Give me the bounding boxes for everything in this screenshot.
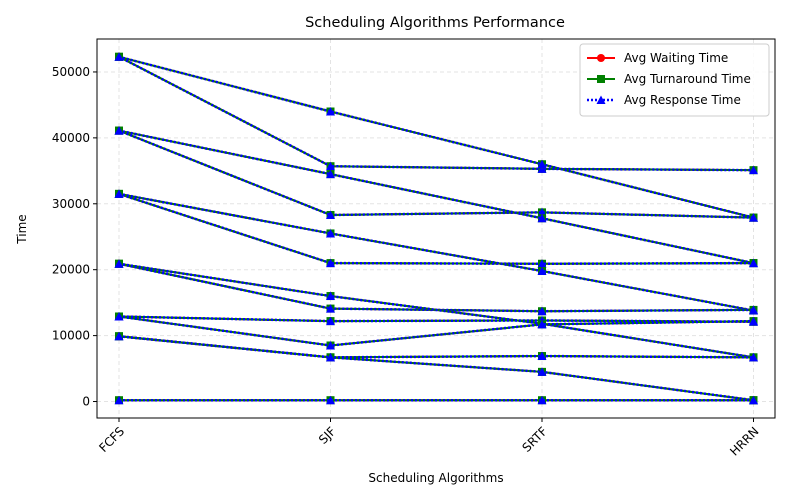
data-point (326, 210, 335, 219)
data-point (326, 352, 335, 362)
y-tick-label: 10000 (52, 329, 90, 343)
case-4 (114, 126, 758, 268)
case-12 (114, 331, 758, 405)
case-7 (114, 259, 758, 316)
data-point (537, 319, 547, 329)
data-point (749, 165, 758, 175)
series-line (118, 315, 754, 347)
series-line (118, 335, 754, 359)
data-point (114, 189, 124, 198)
data-point (537, 367, 547, 376)
series-line (118, 129, 754, 265)
x-tick-label: SJF (316, 424, 339, 447)
series-line (118, 192, 754, 266)
data-point (597, 54, 605, 62)
data-point (114, 331, 124, 341)
data-point (326, 228, 335, 238)
case-3 (114, 126, 758, 222)
series-line (118, 55, 754, 219)
series-line (118, 192, 754, 265)
case-5 (114, 189, 758, 268)
case-13 (114, 395, 758, 405)
y-tick-label: 0 (82, 395, 90, 409)
data-point (326, 107, 335, 116)
series-line (118, 129, 754, 219)
data-point (114, 259, 124, 268)
y-tick-label: 40000 (52, 131, 90, 145)
series-line (118, 335, 754, 402)
series-layer (114, 52, 758, 405)
data-point (537, 351, 547, 361)
y-tick-label: 50000 (52, 65, 90, 79)
legend-frame (579, 43, 770, 117)
series-line (118, 192, 754, 265)
data-point (596, 95, 606, 104)
series-line (118, 55, 754, 172)
data-point (114, 395, 124, 405)
legend-label: Avg Waiting Time (624, 51, 728, 65)
legend: Avg Waiting Time Avg Turnaround Time Avg R… (579, 43, 770, 117)
series-line (118, 262, 754, 313)
data-point (326, 395, 335, 405)
legend-item: Avg Response Time (587, 93, 741, 107)
case-10 (114, 311, 758, 350)
chart-title: Scheduling Algorithms Performance (305, 15, 565, 31)
series-line (118, 129, 754, 219)
y-axis-title: Time (15, 214, 29, 244)
data-point (537, 395, 547, 405)
y-tick-label: 30000 (52, 197, 90, 211)
data-point (597, 75, 605, 83)
data-point (537, 266, 547, 276)
series-line (118, 262, 754, 313)
data-point (326, 291, 335, 301)
data-point (749, 316, 758, 326)
data-point (749, 258, 758, 268)
data-point (114, 126, 124, 135)
data-point (326, 340, 335, 350)
data-point (326, 304, 335, 313)
case-1 (114, 52, 758, 175)
data-point (749, 305, 758, 314)
series-line (118, 262, 754, 359)
data-point (537, 207, 547, 217)
series-line (118, 192, 754, 312)
x-tick-label: FCFS (96, 424, 127, 455)
series-line (118, 315, 754, 324)
data-point (537, 259, 547, 268)
data-point (114, 52, 124, 61)
series-line (118, 335, 754, 359)
data-point (749, 395, 758, 405)
data-point (537, 306, 547, 316)
x-axis-title: Scheduling Algorithms (368, 471, 503, 485)
x-tick-label: SRTF (519, 424, 550, 455)
data-point (537, 213, 547, 223)
data-point (326, 169, 335, 179)
data-point (326, 161, 335, 171)
plot-area-frame (96, 38, 776, 419)
legend-item: Avg Waiting Time (587, 51, 728, 65)
y-tick-label: 20000 (52, 263, 90, 277)
case-6 (114, 189, 758, 315)
data-point (749, 352, 758, 362)
data-point (537, 159, 547, 169)
legend-label: Avg Turnaround Time (624, 72, 751, 86)
legend-item: Avg Turnaround Time (587, 72, 751, 86)
x-tick-label: HRRN (727, 424, 761, 458)
data-point (114, 311, 124, 321)
legend-label: Avg Response Time (624, 93, 741, 107)
series-line (118, 335, 754, 359)
data-point (326, 316, 335, 326)
series-line (118, 262, 754, 313)
data-point (749, 213, 758, 222)
series-line (118, 129, 754, 219)
data-point (326, 258, 335, 268)
data-point (537, 164, 547, 173)
